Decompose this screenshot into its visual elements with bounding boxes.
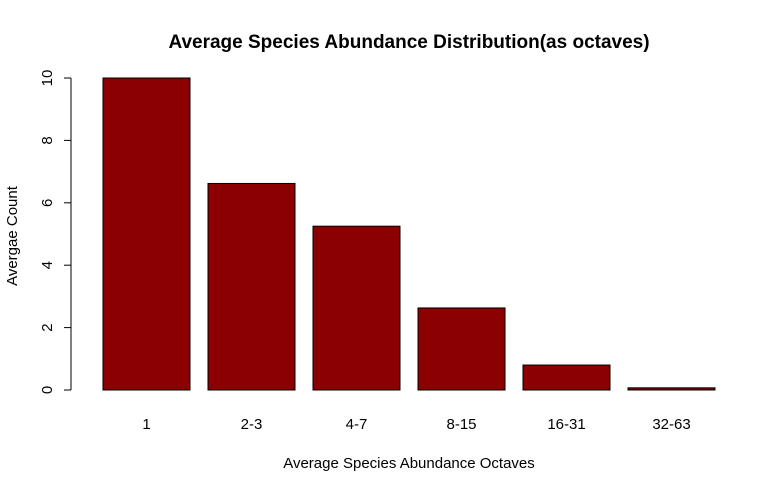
x-tick-label: 16-31 (547, 416, 585, 433)
y-tick-label: 6 (39, 199, 56, 207)
x-tick-label: 32-63 (652, 416, 690, 433)
bar-2-3 (207, 182, 296, 391)
x-tick-label: 8-15 (446, 416, 476, 433)
chart-title: Average Species Abundance Distribution(a… (168, 32, 649, 53)
bar-1 (102, 77, 191, 391)
bar-4-7 (312, 225, 401, 391)
y-tick-label: 10 (39, 70, 56, 87)
y-axis: 0 2 4 6 8 10 (39, 70, 72, 394)
y-axis-label: Avergae Count (4, 185, 21, 286)
y-tick-label: 8 (39, 136, 56, 144)
bars (102, 77, 716, 391)
bar-16-31 (522, 364, 611, 391)
x-tick-label: 2-3 (241, 416, 263, 433)
x-axis-label: Average Species Abundance Octaves (283, 455, 535, 472)
y-tick-label: 0 (39, 386, 56, 394)
y-tick-label: 4 (39, 261, 56, 269)
x-tick-labels: 1 2-3 4-7 8-15 16-31 32-63 (142, 416, 690, 433)
bar-8-15 (417, 307, 506, 391)
y-tick-label: 2 (39, 323, 56, 331)
x-tick-label: 4-7 (346, 416, 368, 433)
x-tick-label: 1 (142, 416, 150, 433)
bar-32-63 (627, 387, 716, 391)
